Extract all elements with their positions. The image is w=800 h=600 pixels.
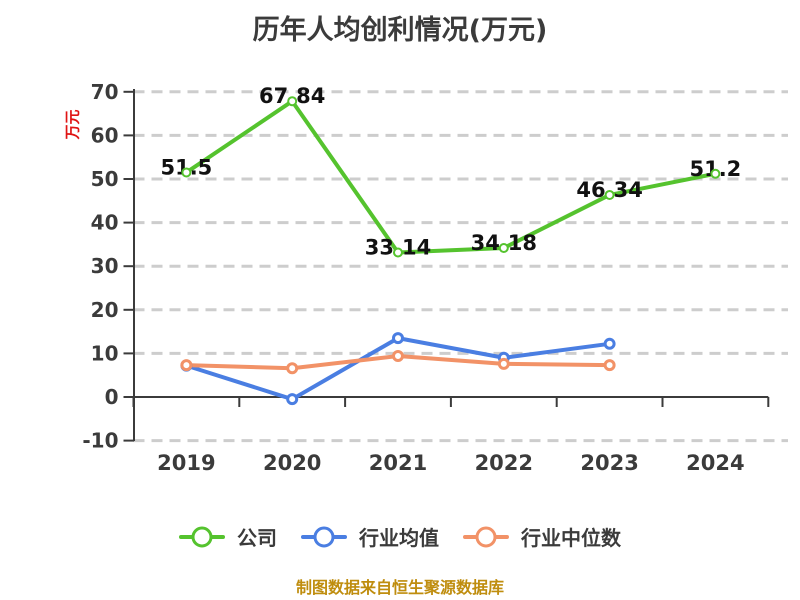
x-tick-label: 2023 <box>580 451 638 475</box>
y-tick-label: 10 <box>91 341 119 365</box>
legend-marker-icon <box>313 526 335 547</box>
legend-line-swatch <box>301 526 347 547</box>
data-point-marker <box>286 393 299 406</box>
x-tick-label: 2022 <box>475 451 533 475</box>
data-point-marker <box>604 189 615 200</box>
legend-line-swatch <box>179 526 225 547</box>
legend-label-industry-median: 行业中位数 <box>521 526 621 550</box>
chart-legend: 公司 行业均值 行业中位数 <box>0 522 800 551</box>
legend-label-industry-mean: 行业均值 <box>359 526 439 550</box>
legend-line-swatch <box>463 526 509 547</box>
y-tick-label: 20 <box>91 298 119 322</box>
data-point-marker <box>392 350 404 363</box>
chart-title: 历年人均创利情况(万元) <box>252 15 548 46</box>
data-point-marker <box>497 357 510 370</box>
y-tick-label: 50 <box>91 167 119 191</box>
data-source-note: 制图数据来自恒生聚源数据库 <box>295 578 504 597</box>
y-tick-label: 60 <box>91 123 119 147</box>
data-point-marker <box>287 96 298 107</box>
y-tick-label: -10 <box>82 429 118 453</box>
legend-marker-icon <box>191 526 213 547</box>
legend-label-company: 公司 <box>237 526 277 550</box>
data-point-marker <box>392 332 404 345</box>
y-tick-label: 0 <box>105 385 119 409</box>
data-point-marker <box>181 167 192 178</box>
data-point-marker <box>710 168 721 179</box>
data-point-marker <box>603 359 616 372</box>
y-tick-label: 70 <box>91 80 119 104</box>
data-point-marker <box>498 242 509 253</box>
x-tick-label: 2024 <box>686 451 744 475</box>
legend-item-industry-mean: 行业均值 <box>301 522 439 551</box>
data-point-marker <box>180 359 193 372</box>
legend-item-company: 公司 <box>179 522 277 551</box>
x-tick-label: 2020 <box>263 451 321 475</box>
data-point-marker <box>286 362 299 375</box>
legend-item-industry-median: 行业中位数 <box>463 522 621 551</box>
y-tick-label: 30 <box>91 254 119 278</box>
legend-marker-icon <box>475 526 497 547</box>
y-tick-label: 40 <box>91 211 119 235</box>
data-point-marker <box>393 247 403 258</box>
x-tick-label: 2019 <box>157 451 215 475</box>
data-point-marker <box>603 337 616 350</box>
series-line <box>184 99 718 255</box>
data-point-label: 33.14 <box>365 236 431 260</box>
x-tick-label: 2021 <box>369 451 427 475</box>
